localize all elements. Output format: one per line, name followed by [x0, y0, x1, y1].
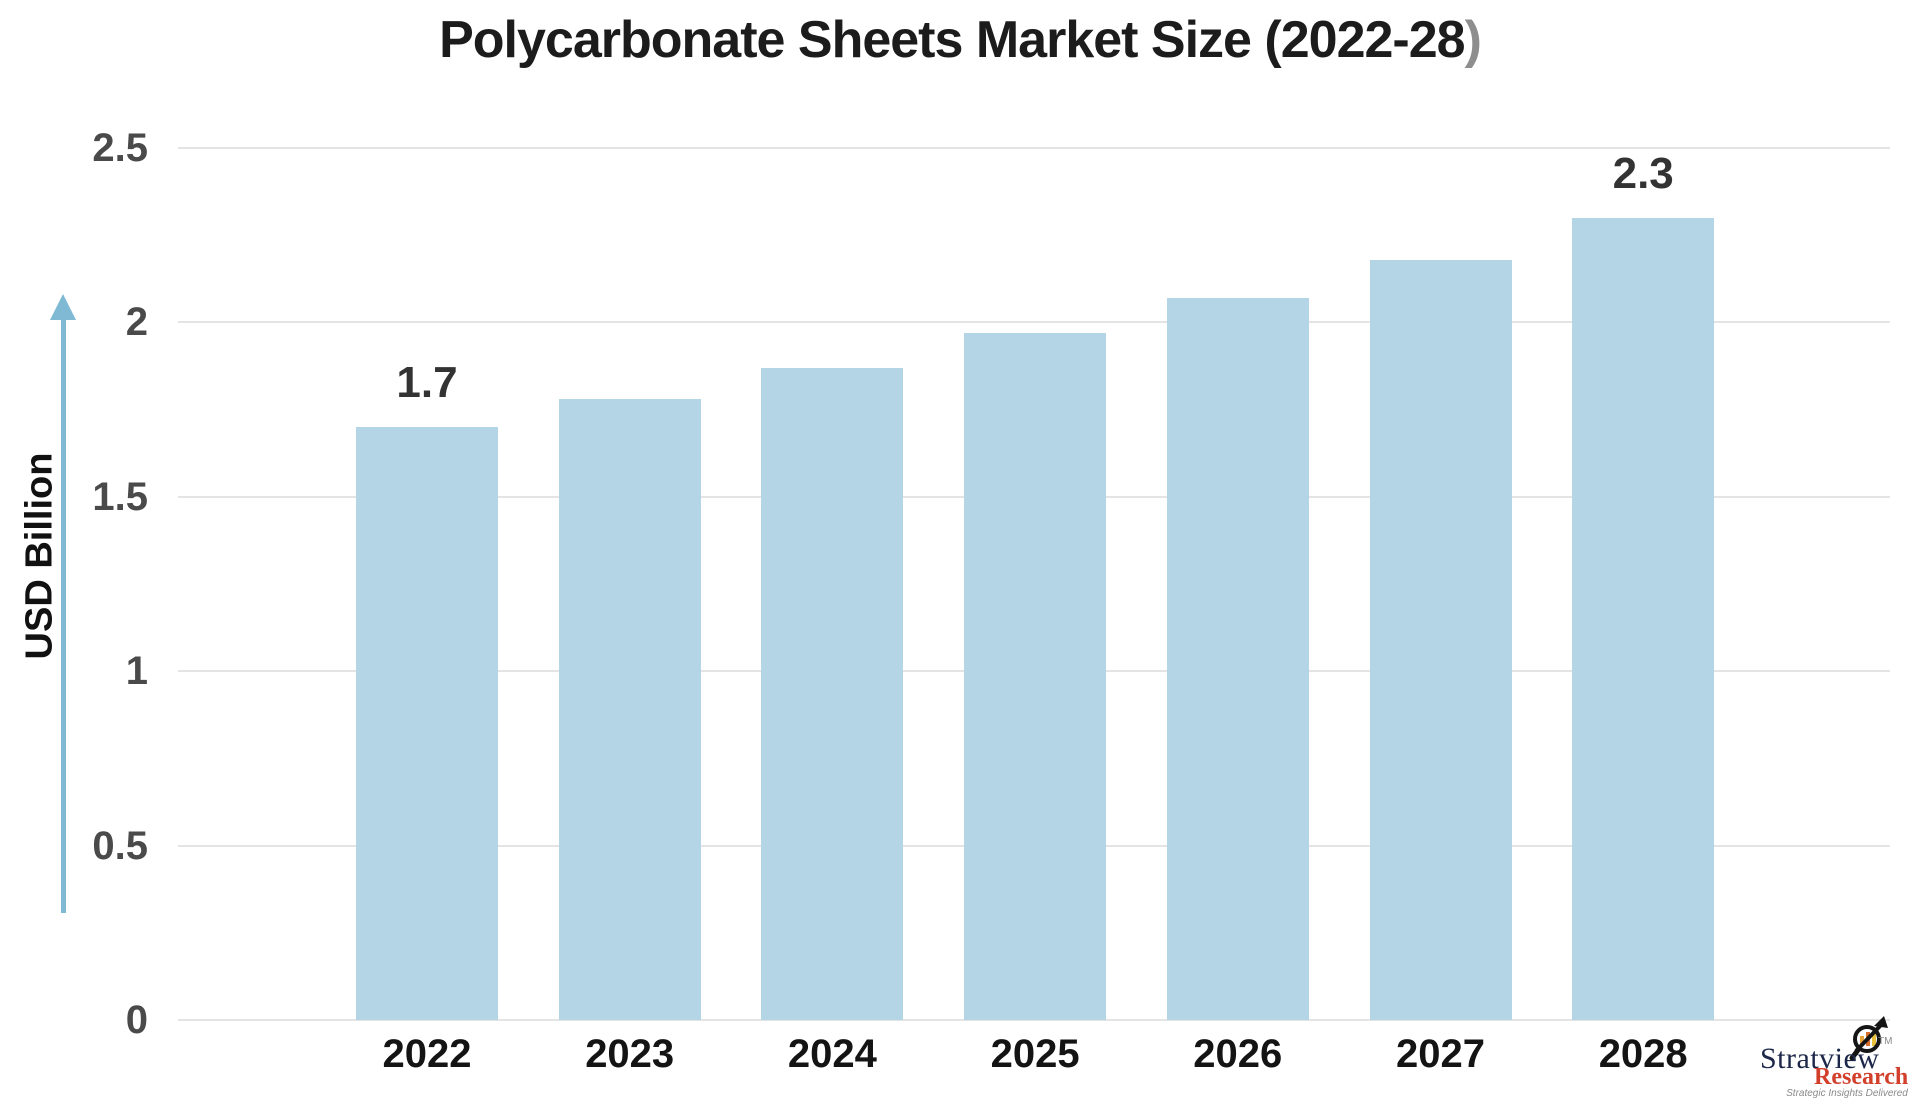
magnifier-arrow-icon [1849, 1016, 1888, 1061]
x-tick-label-2024: 2024 [787, 1032, 877, 1076]
x-tick-label-2027: 2027 [1396, 1032, 1485, 1076]
bar-value-label-2022: 1.7 [396, 358, 458, 408]
chart-title-text: Polycarbonate Sheets Market Size (2022-2… [439, 11, 1465, 69]
y-tick-label: 1.5 [92, 474, 148, 519]
x-tick-label-2026: 2026 [1193, 1032, 1283, 1076]
bar-2027 [1369, 259, 1512, 1020]
y-tick-label: 0 [125, 998, 148, 1042]
x-tick-label-2023: 2023 [585, 1032, 675, 1076]
x-tick-label-2028: 2028 [1598, 1032, 1688, 1076]
logo-brand-text: Stratview [1760, 1042, 1880, 1075]
stratview-logo: Stratview TM Research Strategic Insights… [1752, 1012, 1912, 1098]
bar-2024 [761, 367, 904, 1020]
bar-value-label-2028: 2.3 [1612, 148, 1674, 198]
bar-2026 [1166, 297, 1309, 1020]
y-tick-label: 1 [125, 649, 148, 694]
bar-2023 [558, 399, 701, 1020]
logo-trademark: TM [1878, 1036, 1893, 1047]
x-tick-label-2022: 2022 [382, 1032, 472, 1076]
chart-title-paren: ) [1464, 11, 1482, 69]
gridline [178, 1019, 1890, 1021]
gridline [178, 147, 1890, 149]
y-tick-label: 2 [125, 300, 148, 345]
chart-title: Polycarbonate Sheets Market Size (2022-2… [0, 10, 1920, 70]
y-tick-label: 0.5 [92, 823, 148, 868]
bar-2022 [356, 427, 498, 1020]
y-tick-label: 2.5 [92, 126, 148, 170]
bar-2028 [1572, 217, 1715, 1020]
x-tick-label-2025: 2025 [990, 1032, 1080, 1076]
y-axis-title: USD Billion [18, 452, 61, 660]
y-axis-arrow-icon [50, 294, 76, 320]
gridline [178, 321, 1890, 324]
logo-tagline: Strategic Insights Delivered [1786, 1088, 1908, 1098]
bar-2025 [964, 332, 1107, 1020]
logo-sub-text: Research [1814, 1064, 1909, 1090]
y-axis-arrow-shaft [61, 316, 66, 913]
